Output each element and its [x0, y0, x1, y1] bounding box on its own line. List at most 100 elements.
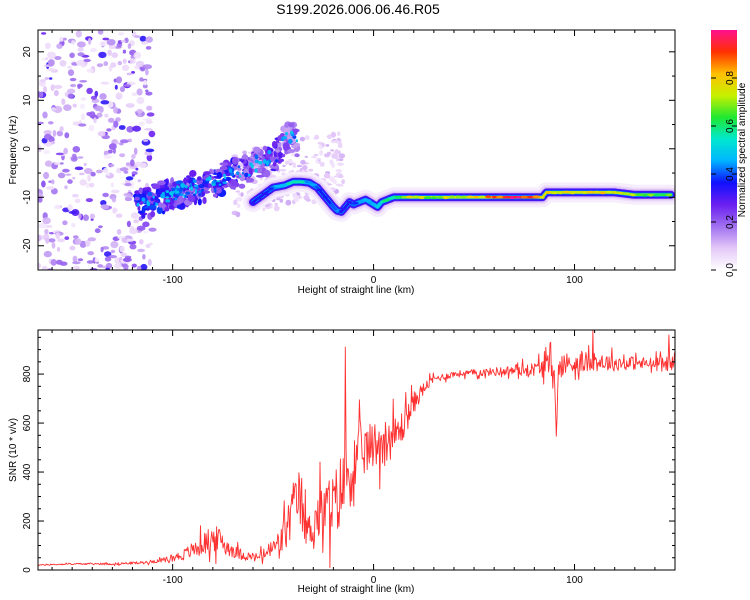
- band-blob: [230, 179, 238, 187]
- band-core-blob: [153, 201, 156, 206]
- noise-blob: [143, 230, 149, 234]
- noise-blob: [108, 163, 115, 167]
- band-core-blob: [267, 150, 272, 155]
- noise-blob: [120, 86, 125, 93]
- noise-blob: [330, 149, 334, 152]
- noise-blob: [51, 242, 56, 249]
- noise-blob: [104, 251, 112, 257]
- ridge-peak: [405, 195, 414, 199]
- noise-blob: [139, 77, 144, 82]
- ridge-peak: [659, 193, 666, 196]
- band-blob: [278, 158, 285, 162]
- noise-blob: [61, 98, 66, 105]
- noise-blob: [79, 179, 87, 186]
- noise-blob: [142, 253, 146, 260]
- noise-blob: [63, 147, 68, 155]
- ridge-peak: [363, 199, 372, 202]
- noise-blob: [125, 176, 134, 181]
- noise-blob: [88, 124, 95, 132]
- ridge-peak: [316, 188, 323, 192]
- noise-blob: [93, 117, 97, 124]
- band-blob: [294, 153, 300, 158]
- noise-blob: [126, 220, 131, 228]
- ridge-peak: [460, 195, 468, 199]
- noise-blob: [142, 84, 148, 89]
- noise-blob: [136, 96, 145, 105]
- band-core-blob: [174, 189, 178, 195]
- ridge-peak: [666, 193, 672, 197]
- band-core-blob: [263, 159, 267, 164]
- noise-blob: [97, 131, 106, 137]
- noise-blob: [100, 100, 110, 105]
- noise-blob: [119, 167, 129, 172]
- band-core-blob: [193, 179, 197, 183]
- band-core-blob: [266, 160, 269, 166]
- ridge-peak: [455, 195, 461, 198]
- band-core-blob: [224, 176, 227, 180]
- band-blob: [156, 206, 163, 215]
- noise-blob: [69, 245, 76, 251]
- noise-blob: [99, 93, 107, 100]
- noise-blob: [106, 172, 111, 176]
- noise-blob: [138, 121, 146, 126]
- noise-blob: [96, 63, 103, 68]
- band-blob: [164, 206, 170, 212]
- noise-blob: [143, 139, 149, 142]
- noise-blob: [38, 262, 41, 269]
- noise-blob: [43, 130, 52, 135]
- noise-blob: [72, 121, 80, 126]
- noise-blob: [115, 213, 123, 218]
- noise-blob: [133, 147, 138, 155]
- noise-blob: [44, 160, 53, 167]
- ridge-peak: [532, 195, 541, 198]
- noise-blob: [67, 93, 74, 99]
- ridge-peak: [594, 190, 600, 194]
- noise-blob: [74, 198, 81, 203]
- noise-blob: [74, 166, 84, 171]
- band-blob: [150, 210, 156, 218]
- noise-blob: [64, 132, 70, 139]
- noise-blob: [53, 90, 59, 97]
- noise-blob: [67, 179, 73, 184]
- noise-blob: [72, 103, 77, 108]
- band-blob: [175, 180, 184, 185]
- noise-blob: [55, 259, 63, 265]
- noise-blob: [123, 84, 132, 87]
- band-blob: [263, 169, 271, 178]
- noise-blob: [55, 152, 64, 156]
- band-core-blob: [165, 199, 171, 203]
- band-core-blob: [200, 188, 205, 192]
- noise-blob: [69, 52, 75, 59]
- band-blob: [293, 142, 301, 147]
- noise-blob: [115, 92, 123, 100]
- band-core-blob: [292, 135, 297, 139]
- noise-blob: [54, 56, 62, 60]
- noise-blob: [140, 263, 148, 270]
- noise-blob: [96, 112, 103, 118]
- ridge-peak: [648, 194, 654, 197]
- band-blob: [246, 177, 254, 183]
- x-tick-label: -100: [163, 575, 183, 586]
- noise-blob: [143, 79, 148, 86]
- noise-blob: [133, 51, 142, 59]
- band-blob: [223, 184, 229, 188]
- noise-blob: [325, 144, 330, 147]
- noise-blob: [319, 150, 324, 156]
- ridge-peak: [497, 195, 504, 199]
- noise-blob: [102, 37, 110, 41]
- noise-blob: [135, 60, 145, 68]
- band-blob: [282, 153, 286, 158]
- x-tick-label: 100: [566, 275, 583, 286]
- band-blob: [262, 145, 268, 151]
- noise-blob: [62, 220, 68, 226]
- noise-blob: [338, 158, 344, 162]
- noise-blob: [145, 89, 149, 93]
- noise-blob: [292, 165, 297, 168]
- noise-blob: [87, 174, 91, 182]
- band-core-blob: [288, 138, 293, 144]
- snr-line: [38, 330, 675, 568]
- figure-title: S199.2026.006.06.46.R05: [276, 1, 440, 17]
- noise-blob: [82, 214, 89, 221]
- noise-blob: [77, 83, 83, 88]
